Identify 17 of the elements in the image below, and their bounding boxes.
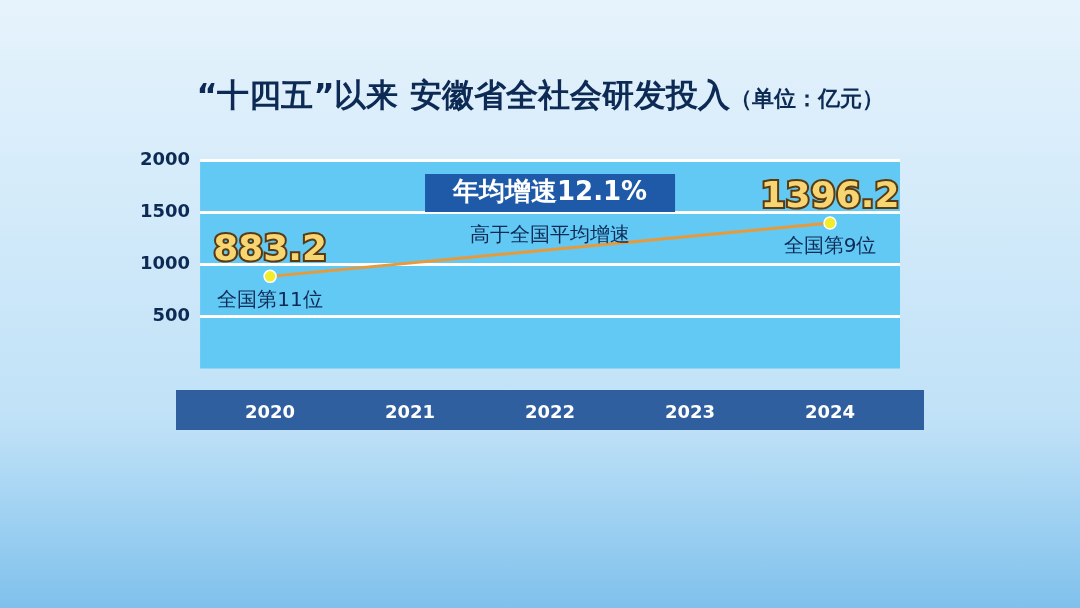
annotation: 高于全国平均增速 [470,222,631,247]
y-tick-label: 1000 [139,251,191,273]
chart-title: “十四五”以来 安徽省全社会研发投入 [196,76,730,114]
annotation: 年均增速12.1% [451,175,648,206]
x-tick-label: 2022 [524,400,576,422]
y-tick-label: 2000 [139,147,191,169]
data-label: 883.2 [213,227,328,269]
x-tick-label: 2023 [664,400,716,422]
annotation: 全国第9位 [783,233,877,258]
x-tick-label: 2020 [245,400,296,422]
data-label: 1396.2 [760,173,900,215]
y-tick-label: 1500 [139,199,191,221]
annotation: 全国第11位 [217,286,323,311]
y-tick-label: 500 [152,303,191,325]
chart-subtitle: （单位：亿元） [729,86,884,111]
x-tick-label: 2024 [804,400,856,422]
x-tick-label: 2021 [385,400,436,422]
